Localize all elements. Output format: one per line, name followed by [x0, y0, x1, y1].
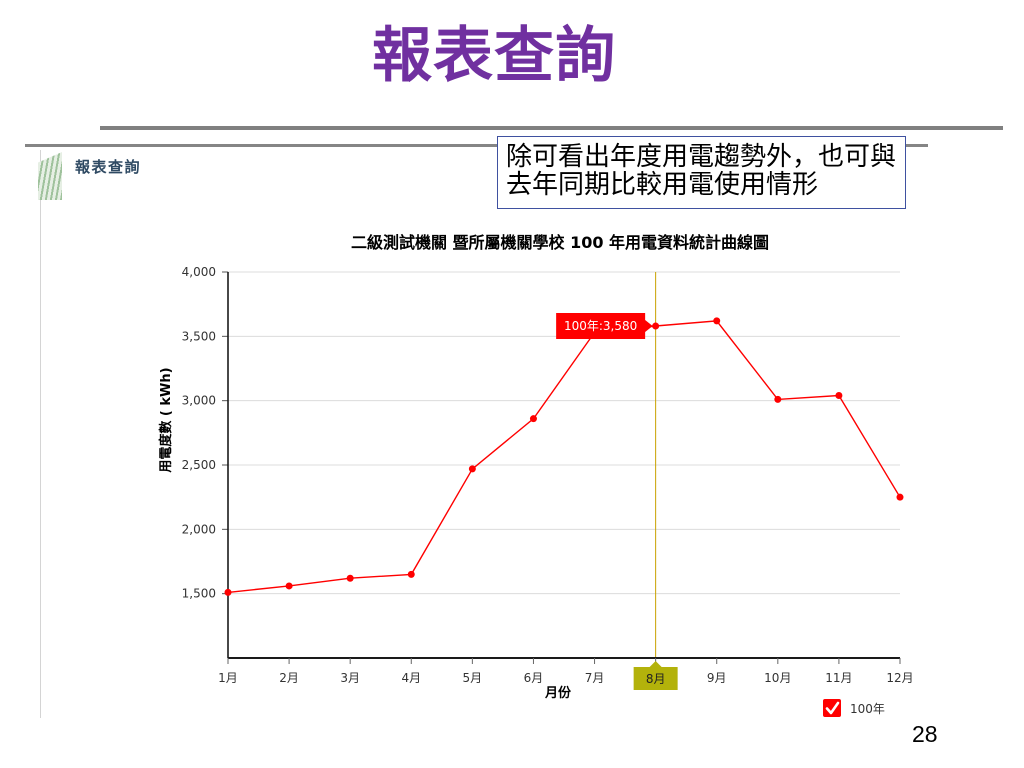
crosshair-x-label: 8月 [633, 661, 678, 690]
x-tick-label: 2月 [279, 671, 299, 685]
crosshair-label-box [633, 667, 678, 690]
legend-label: 100年 [850, 702, 885, 716]
x-tick-label: 10月 [764, 671, 791, 685]
callout-line: 去年同期比較用電使用情形 [506, 170, 819, 200]
crosshair-label-pointer [649, 661, 662, 667]
y-tick-label: 2,000 [182, 522, 216, 536]
data-point[interactable] [896, 493, 904, 501]
y-tick-label: 3,000 [182, 394, 216, 408]
data-point[interactable] [407, 570, 415, 578]
panel-left-border [40, 150, 41, 718]
legend: 100年 [823, 699, 885, 717]
data-point[interactable] [713, 317, 721, 325]
x-tick-label: 5月 [463, 671, 483, 685]
legend-checkbox[interactable] [823, 699, 841, 717]
crosshair-label-text: 8月 [646, 672, 666, 686]
tooltip-text: 100年:3,580 [564, 319, 637, 333]
x-tick-label: 12月 [886, 671, 913, 685]
data-point[interactable] [224, 588, 232, 596]
legend-item-100[interactable]: 100年 [823, 699, 885, 717]
series-100 [224, 317, 904, 596]
x-tick-label: 3月 [340, 671, 360, 685]
x-tick-label: 6月 [524, 671, 544, 685]
y-tick-label: 1,500 [182, 587, 216, 601]
x-tick-label: 9月 [707, 671, 727, 685]
tooltip: 100年:3,580 [556, 313, 653, 340]
x-tick-label: 11月 [825, 671, 852, 685]
y-tick-label: 4,000 [182, 265, 216, 279]
x-axis-label: 月份 [544, 685, 572, 701]
x-tick-label: 4月 [401, 671, 421, 685]
tooltip-box [556, 313, 653, 340]
series-line [227, 320, 901, 594]
x-tick-label: 7月 [585, 671, 605, 685]
data-point[interactable] [774, 395, 782, 403]
callout-line: 除可看出年度用電趨勢外，也可與 [506, 142, 897, 172]
y-tick-label: 3,500 [182, 329, 216, 343]
data-point[interactable] [346, 574, 354, 582]
screenshot-top-border [25, 144, 928, 147]
data-point[interactable] [652, 322, 660, 330]
page-number: 28 [912, 721, 938, 747]
panel-title: 報表查詢 [75, 158, 142, 176]
callout-box: 除可看出年度用電趨勢外，也可與 去年同期比較用電使用情形 [497, 136, 906, 209]
title-divider [100, 126, 1003, 130]
check-icon [825, 701, 840, 715]
data-point[interactable] [285, 582, 293, 590]
data-point[interactable] [835, 392, 843, 400]
chart-title: 二級測試機關 暨所屬機關學校 100 年用電資料統計曲線圖 [351, 233, 769, 252]
y-tick-label: 2,500 [182, 458, 216, 472]
data-point[interactable] [529, 415, 537, 423]
data-point[interactable] [468, 465, 476, 473]
y-axis-label: 用電度數 ( kWh) [158, 367, 174, 473]
axes: 1,500 2,000 2,500 3,000 3,500 4,000 1月 2月 3月 4月 5月… [182, 265, 914, 685]
x-tick-label: 1月 [218, 671, 238, 685]
slide-title: 報表查詢 [372, 21, 616, 91]
